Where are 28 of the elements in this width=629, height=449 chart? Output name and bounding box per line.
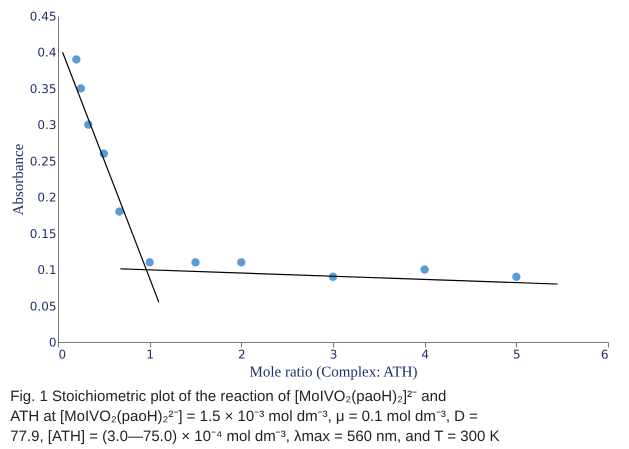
y-tick-label: 0.35 (30, 82, 56, 96)
point (115, 207, 124, 216)
y-tick-label: 0.25 (30, 154, 56, 168)
x-tick-label: 2 (238, 348, 246, 362)
x-tick-label: 1 (146, 348, 154, 362)
caption: Fig. 1 Stoichiometric plot of the reaction of [MoIVO₂(paoH)₂]²⁻ and ATH at [MoIVO₂(paoH)₂²⁻] = 1.5 × 10⁻³ mol dm⁻³, μ = 0.1 mol dm⁻³, D = 77.9, [ATH] = (3.0—75.0) × 10⁻⁴ mol dm⁻³, λmax = 560 nm, and T = 300 K (10, 388, 500, 445)
x-axis-title: Mole ratio (Complex: ATH) (250, 364, 418, 380)
y-tick-label: 0.45 (30, 10, 56, 24)
point (145, 258, 154, 266)
point (191, 258, 200, 266)
x-tick-label: 5 (513, 348, 521, 362)
y-tick-label: 0.3 (37, 118, 56, 132)
y-tick-label: 0.4 (37, 46, 56, 60)
y-tick-label: 0 (48, 336, 56, 350)
point (76, 84, 86, 93)
y-tick-label: 0.15 (30, 226, 56, 241)
y-tick-label: 0.2 (37, 190, 56, 205)
point (420, 265, 429, 274)
y-tick-label: 0.05 (30, 299, 56, 314)
x-tick-label: 0 (58, 348, 66, 362)
point (512, 272, 521, 281)
y-axis-title: Absorbance (10, 143, 27, 216)
point (237, 258, 246, 266)
x-tick-label: 4 (421, 348, 429, 362)
y-tick-label: 0.1 (37, 263, 56, 278)
x-tick-label: 3 (330, 348, 338, 362)
point (72, 55, 81, 64)
x-tick-label: 6 (600, 348, 608, 362)
